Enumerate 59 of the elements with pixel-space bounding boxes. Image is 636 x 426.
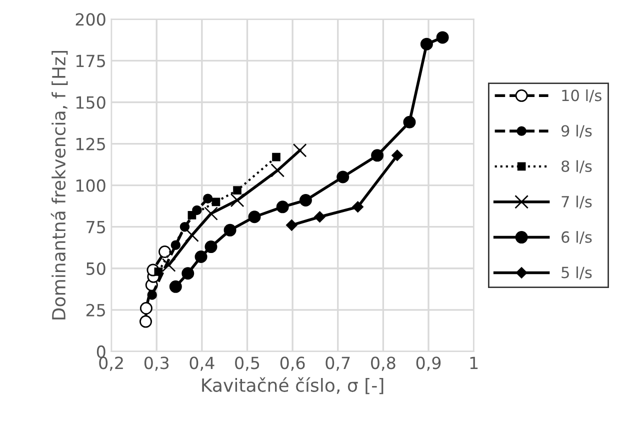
y-tick-label: 25 xyxy=(86,304,105,316)
point xyxy=(248,210,261,224)
point xyxy=(292,143,307,158)
point xyxy=(286,220,298,231)
point xyxy=(162,258,176,272)
y-tick-label: 0 xyxy=(96,345,106,358)
y-tick-label: 150 xyxy=(76,96,106,109)
point xyxy=(139,315,152,328)
x-tick-label: 0,6 xyxy=(280,356,305,371)
point xyxy=(154,268,163,276)
point xyxy=(371,149,384,162)
x-tick-label: 0,2 xyxy=(99,356,123,371)
y-tick-label: 125 xyxy=(76,138,105,150)
x-tick-label: 0,5 xyxy=(235,356,260,371)
legend-label: 6 l/s xyxy=(562,231,592,244)
y-tick-label: 50 xyxy=(86,262,106,275)
point xyxy=(276,200,289,214)
point xyxy=(194,250,208,263)
point xyxy=(147,290,157,300)
legend-label: 9 l/s xyxy=(561,124,592,138)
legend-label: 8 l/s xyxy=(562,160,592,174)
point xyxy=(182,267,194,280)
legend-label: 7 l/s xyxy=(562,196,592,209)
point xyxy=(352,201,364,213)
point xyxy=(336,170,350,184)
point xyxy=(158,246,172,258)
point xyxy=(392,150,403,162)
point xyxy=(202,194,213,204)
point xyxy=(230,193,244,208)
point xyxy=(140,302,152,315)
point xyxy=(270,163,285,178)
point xyxy=(299,194,312,207)
point xyxy=(204,240,218,254)
x-axis-title: Kavitačné číslo, σ [-] xyxy=(202,377,384,394)
point xyxy=(185,228,199,242)
legend-label: 5 l/s xyxy=(562,266,592,280)
point xyxy=(314,211,326,222)
y-tick-label: 200 xyxy=(76,13,106,26)
x-tick-label: 1 xyxy=(470,356,478,369)
point xyxy=(204,206,218,220)
point xyxy=(403,116,416,128)
y-tick-label: 100 xyxy=(76,179,106,192)
x-tick-label: 0,4 xyxy=(190,356,214,371)
point xyxy=(272,152,280,162)
y-tick-label: 75 xyxy=(86,221,105,234)
y-tick-label: 175 xyxy=(76,54,105,68)
x-tick-label: 0,8 xyxy=(371,356,396,371)
point xyxy=(420,38,433,50)
point xyxy=(212,198,220,206)
x-tick-label: 0,9 xyxy=(416,356,441,371)
point xyxy=(224,224,236,236)
legend-label: 10 l/s xyxy=(562,89,602,102)
y-axis-title: Dominantná frekvencia, f [Hz] xyxy=(50,50,68,320)
point xyxy=(233,186,242,194)
point xyxy=(188,211,196,220)
x-tick-label: 0,3 xyxy=(144,356,169,371)
point xyxy=(436,31,449,44)
x-tick-label: 0,7 xyxy=(326,356,350,371)
point xyxy=(169,280,182,293)
